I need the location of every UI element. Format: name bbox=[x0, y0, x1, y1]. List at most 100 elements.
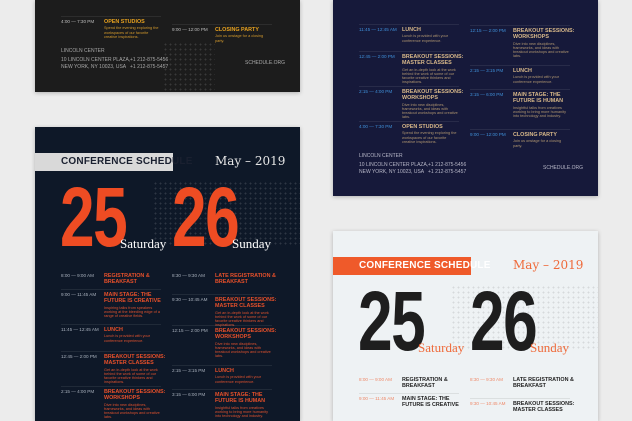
session-title: Late Registration & Breakfast bbox=[513, 377, 574, 390]
session: Lunch Lunch is provided with your confere… bbox=[513, 68, 575, 84]
header-bar: CONFERENCE SCHEDULE bbox=[35, 153, 192, 171]
session-title: Breakout Sessions: Master Classes bbox=[513, 401, 575, 414]
session: Registration & Breakfast bbox=[402, 377, 464, 390]
session-time: 9:00 — 11:45 AM bbox=[359, 396, 395, 401]
day-number: 25 bbox=[358, 274, 426, 368]
session: Lunch Lunch is provided with your confere… bbox=[104, 327, 166, 343]
weekday: Sunday bbox=[232, 236, 271, 251]
weekday: Sunday bbox=[530, 340, 569, 355]
session-time: 8:00 — 9:00 AM bbox=[61, 273, 94, 278]
row-divider bbox=[359, 51, 459, 52]
session-title: Lunch bbox=[402, 27, 421, 33]
session: Breakout Sessions: Master Classes Get an … bbox=[104, 354, 166, 385]
session: Breakout Sessions: Workshops Dive into ne… bbox=[402, 89, 464, 120]
dot-grid-pattern bbox=[451, 285, 598, 351]
session-time: 3:15 — 6:00 PM bbox=[172, 392, 206, 397]
session: Lunch Lunch is provided with your confere… bbox=[402, 27, 464, 43]
row-divider bbox=[172, 294, 272, 295]
session-title: Main Stage: The Future is Human bbox=[215, 392, 266, 405]
session: Breakout Sessions: Master Classes Get an … bbox=[402, 54, 464, 85]
session: Breakout Sessions: Workshops Dive into ne… bbox=[104, 389, 166, 420]
day-number: 26 bbox=[470, 274, 538, 368]
session-time: 12:45 — 2:00 PM bbox=[61, 354, 97, 359]
poster-card-light: CONFERENCE SCHEDULE May – 2019 25 Saturday 8… bbox=[333, 231, 598, 421]
session-description: Get an in-depth look at the work behind … bbox=[402, 67, 456, 85]
venue-name: LINCOLN CENTER bbox=[61, 48, 105, 54]
session: Open Studios Spend the evening exploring … bbox=[104, 19, 166, 39]
session-time: 2:15 — 3:15 PM bbox=[470, 68, 504, 73]
session-title: Closing Party bbox=[513, 132, 557, 138]
session: Closing Party Join us onstage for a closi… bbox=[215, 27, 277, 43]
session-title: Breakout Sessions: Workshops bbox=[402, 89, 464, 102]
session-description: Lunch is provided with your conference e… bbox=[215, 375, 262, 384]
session-time: 8:00 — 9:00 AM bbox=[359, 377, 392, 382]
session: Late Registration & Breakfast bbox=[215, 273, 277, 286]
session-description: Dive into new disciplines, frameworks, a… bbox=[402, 102, 458, 120]
session: Main Stage: The Future is Human Insightfu… bbox=[513, 92, 575, 118]
phone-1: +1 212-875-5456 bbox=[130, 57, 169, 63]
row-divider bbox=[172, 365, 272, 366]
address-line-1: 10 LINCOLN CENTER PLAZA, bbox=[61, 57, 131, 63]
dot-grid-pattern bbox=[153, 181, 300, 247]
venue-name: LINCOLN CENTER bbox=[359, 153, 403, 159]
session-description: Spend the evening exploring the workspac… bbox=[104, 26, 159, 39]
day-number: 25 bbox=[60, 170, 128, 264]
session-time: 12:45 — 2:00 PM bbox=[359, 54, 395, 59]
address-line-2: NEW YORK, NY 10023, USA bbox=[61, 64, 127, 70]
row-divider bbox=[61, 386, 161, 387]
website: SCHEDULE.ORG bbox=[245, 60, 286, 66]
session-time: 3:15 — 6:00 PM bbox=[470, 92, 504, 97]
session: Open Studios Spend the evening exploring … bbox=[402, 124, 464, 144]
session: Lunch Lunch is provided with your confere… bbox=[215, 368, 277, 384]
session-description: Join us onstage for a closing party. bbox=[513, 139, 562, 148]
row-divider bbox=[61, 16, 161, 17]
session-description: Insightful talks from creatives working … bbox=[215, 405, 268, 419]
weekday: Saturday bbox=[418, 340, 465, 355]
session-title: Lunch bbox=[215, 368, 234, 374]
session-time: 8:30 — 9:30 AM bbox=[470, 377, 503, 382]
session-title: Breakout Sessions: Workshops bbox=[104, 389, 166, 402]
session-title: Open Studios bbox=[402, 124, 443, 130]
row-divider bbox=[172, 325, 272, 326]
session-time: 9:00 — 11:45 AM bbox=[61, 292, 97, 297]
session-title: Registration & Breakfast bbox=[402, 377, 448, 390]
session-description: Get an in-depth look at the work behind … bbox=[104, 367, 158, 385]
session-description: Inspiring talks from speakers working at… bbox=[104, 305, 160, 319]
row-divider bbox=[470, 89, 570, 90]
session-title: Lunch bbox=[513, 68, 532, 74]
row-divider bbox=[359, 393, 459, 394]
session: Main Stage: The Future is Creative bbox=[402, 396, 464, 409]
session-description: Lunch is provided with your conference e… bbox=[104, 334, 151, 343]
session-time: 4:00 — 7:30 PM bbox=[61, 19, 95, 24]
session-title: Breakout Sessions: Workshops bbox=[513, 28, 575, 41]
session-description: Dive into new disciplines, frameworks, a… bbox=[104, 402, 160, 420]
phone-1: +1 212-875-5456 bbox=[428, 162, 467, 168]
poster-card-navy: 11:45 — 12:45 AM Lunch Lunch is provided w… bbox=[333, 0, 598, 196]
session-time: 11:45 — 12:45 AM bbox=[61, 327, 99, 332]
session: Main Stage: The Future is Human Insightfu… bbox=[215, 392, 277, 418]
session: Main Stage: The Future is Creative Inspir… bbox=[104, 292, 166, 318]
header-bar: CONFERENCE SCHEDULE bbox=[333, 257, 490, 275]
row-divider bbox=[172, 24, 272, 25]
row-divider bbox=[470, 129, 570, 130]
session-title: Main Stage: The Future is Human bbox=[513, 92, 564, 105]
session: Breakout Sessions: Master Classes bbox=[513, 401, 575, 414]
weekday: Saturday bbox=[120, 236, 167, 251]
row-divider bbox=[470, 65, 570, 66]
month-year: May – 2019 bbox=[513, 258, 584, 272]
row-divider bbox=[359, 121, 459, 122]
session-description: Join us onstage for a closing party. bbox=[215, 34, 264, 43]
phone-2: +1 212-875-5457 bbox=[130, 64, 169, 70]
session-title: Open Studios bbox=[104, 19, 145, 25]
session-title: Main Stage: The Future is Creative bbox=[104, 292, 161, 305]
address-line-2: NEW YORK, NY 10023, USA bbox=[359, 169, 425, 175]
session-time: 2:15 — 3:15 PM bbox=[172, 368, 206, 373]
session-description: Dive into new disciplines, frameworks, a… bbox=[513, 41, 569, 59]
row-divider bbox=[61, 289, 161, 290]
session-time: 11:45 — 12:45 AM bbox=[359, 27, 397, 32]
row-divider bbox=[470, 25, 570, 26]
session-time: 9:30 — 10:45 AM bbox=[470, 401, 506, 406]
row-divider bbox=[172, 389, 272, 390]
session-time: 8:30 — 9:30 AM bbox=[172, 273, 205, 278]
session-description: Insightful talks from creatives working … bbox=[513, 105, 566, 119]
